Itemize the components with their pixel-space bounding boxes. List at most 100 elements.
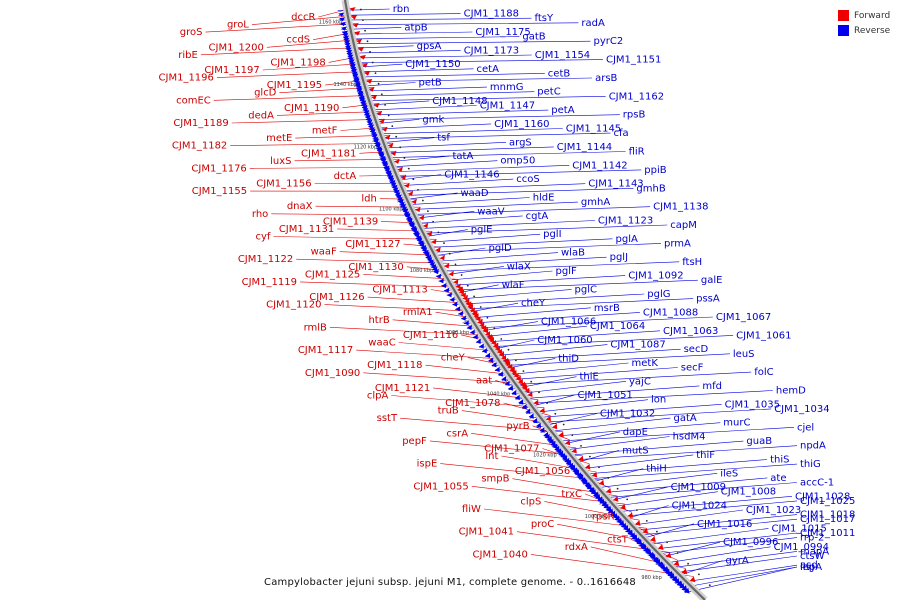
forward-gene (439, 255, 445, 261)
leader-line (433, 261, 680, 272)
leader-line (491, 353, 730, 367)
leader-line (483, 508, 647, 529)
leader-line (379, 151, 626, 159)
gene-label: groL (227, 20, 249, 31)
forward-gene (613, 496, 619, 502)
position-dot (399, 146, 402, 149)
gene-label: gmhA (581, 197, 610, 208)
reverse-gene (414, 232, 420, 238)
gene-label: dccR (291, 12, 315, 23)
forward-gene (448, 271, 454, 277)
gene-label: mnmG (490, 82, 524, 93)
leader-line (525, 399, 649, 414)
reverse-gene (632, 534, 638, 541)
gene-label: ileS (720, 468, 738, 479)
forward-gene (505, 360, 511, 367)
gene-label: CJM1_1055 (413, 481, 468, 492)
gene-label: CJM1_1197 (204, 65, 259, 76)
gene-label: CJM1_1148 (432, 96, 487, 107)
gene-label: CJM1_1146 (444, 170, 499, 181)
leader-line (362, 105, 477, 111)
gene-label: ldh (361, 194, 376, 205)
forward-gene (475, 316, 481, 322)
gene-label: rdxA (565, 542, 588, 553)
leader-line (216, 71, 370, 78)
leader-lines (200, 7, 798, 593)
reverse-gene (681, 585, 688, 592)
leader-line (363, 274, 459, 280)
gene-label: pglC (575, 284, 597, 295)
forward-gene (511, 369, 517, 376)
leader-line (385, 165, 570, 173)
reverse-gene (652, 556, 659, 563)
leader-line (387, 169, 642, 177)
leader-line (356, 86, 487, 92)
reverse-gene (556, 448, 562, 454)
gene-label: CJM1_1188 (464, 9, 519, 20)
tick-label: 1100 kbp (379, 206, 403, 212)
leader-line (340, 22, 579, 26)
leader-line (383, 160, 498, 168)
leader-line (413, 224, 668, 234)
leader-line (591, 477, 768, 494)
reverse-gene (424, 252, 430, 258)
position-dot (460, 274, 463, 276)
gene-label: CJM1_1162 (609, 91, 664, 102)
gene-label: livJ (800, 562, 814, 573)
reverse-gene (539, 427, 545, 433)
gene-label: mapA (800, 546, 829, 557)
gene-label: ribE (178, 50, 198, 61)
reverse-gene (504, 380, 510, 387)
leader-line (370, 128, 563, 135)
gene-label: CJM1_1008 (721, 487, 776, 498)
forward-gene (495, 346, 500, 352)
reverse-gene (546, 436, 552, 442)
leader-line (359, 96, 606, 102)
position-dot (708, 584, 711, 587)
position-dot (507, 348, 510, 351)
leader-line (547, 427, 795, 442)
forward-gene (524, 387, 530, 393)
gene-label: CJM1_1144 (557, 142, 612, 153)
gene-label: CJM1_0996 (723, 537, 778, 548)
forward-gene (400, 175, 407, 180)
reverse-gene (472, 334, 478, 340)
leader-line (461, 334, 499, 344)
forward-gene (499, 351, 504, 358)
gene-label: cgtA (526, 211, 549, 222)
reverse-gene (548, 438, 554, 445)
forward-gene (397, 167, 403, 172)
reverse-gene (432, 266, 438, 272)
gene-label: prmA (664, 238, 691, 249)
forward-gene (533, 399, 539, 406)
leader-line (213, 95, 377, 101)
gene-label: ispE (417, 459, 438, 470)
leader-line (347, 54, 532, 59)
gene-label: gpsA (417, 41, 442, 52)
leader-line (393, 183, 586, 192)
gene-label: glcD (254, 88, 277, 99)
leader-line (452, 293, 645, 305)
reverse-gene (676, 580, 683, 587)
reverse-gene (616, 518, 623, 524)
forward-gene (376, 111, 382, 116)
forward-gene (539, 407, 545, 414)
gene-label: CJM1_1139 (323, 216, 378, 227)
gene-label: pssA (696, 294, 720, 305)
leader-line (392, 319, 488, 328)
reverse-gene (436, 273, 442, 279)
reverse-gene (494, 366, 500, 373)
reverse-gene (507, 385, 513, 391)
gene-label: CJM1_1034 (774, 404, 829, 415)
leader-line (555, 436, 670, 452)
reverse-gene (511, 390, 517, 396)
leader-line (404, 206, 651, 215)
forward-gene (371, 95, 377, 100)
gene-label: CJM1_1017 (800, 514, 855, 525)
leader-line (441, 275, 626, 286)
gene-label: metE (266, 133, 292, 144)
position-dot (656, 530, 658, 533)
reverse-gene (449, 296, 455, 302)
gene-label: CJM1_1060 (537, 335, 592, 346)
gene-label: CJM1_1131 (279, 224, 334, 235)
